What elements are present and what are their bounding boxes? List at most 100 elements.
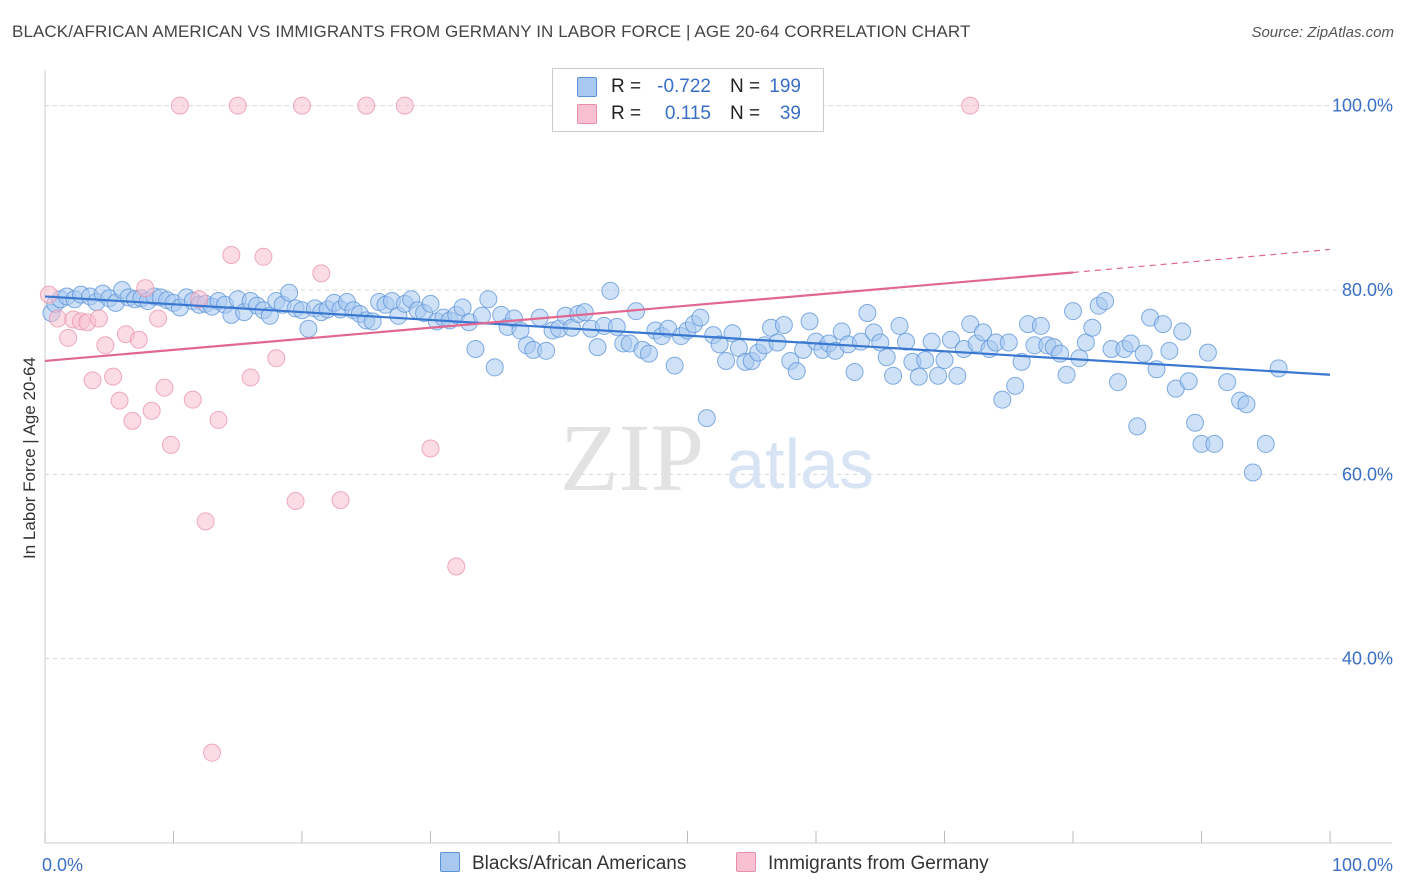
data-point	[1198, 343, 1217, 362]
y-tick-label: 60.0%	[1342, 464, 1393, 484]
data-point	[331, 491, 350, 510]
data-point	[639, 344, 658, 363]
data-point	[1096, 292, 1115, 311]
legend-label: Immigrants from Germany	[768, 853, 989, 874]
data-point	[1269, 359, 1288, 378]
data-point	[800, 312, 819, 331]
y-tick-label: 80.0%	[1342, 280, 1393, 300]
data-point	[1243, 463, 1262, 482]
data-point	[136, 279, 155, 298]
stats-row-blacks: R = -0.722 N = 199	[553, 73, 823, 99]
r-label: R =	[611, 103, 642, 124]
data-point	[1064, 302, 1082, 321]
data-point	[155, 378, 174, 397]
data-point	[1134, 344, 1153, 363]
data-point	[39, 285, 58, 304]
data-point	[1218, 373, 1237, 392]
data-point	[896, 332, 915, 351]
legend-label: Blacks/African Americans	[472, 853, 687, 874]
data-point	[948, 366, 967, 385]
data-point	[129, 330, 148, 349]
data-point	[48, 309, 67, 328]
data-point	[1012, 352, 1031, 371]
r-value: -0.722	[657, 76, 711, 97]
data-point	[665, 356, 684, 375]
n-value: 199	[769, 76, 801, 97]
data-point	[845, 363, 864, 382]
data-point	[280, 283, 299, 302]
data-point	[312, 264, 331, 283]
data-point	[1031, 316, 1050, 335]
r-label: R =	[611, 76, 642, 97]
trend-line-blacks	[44, 295, 1331, 376]
data-point	[717, 351, 736, 370]
n-value: 39	[779, 103, 801, 124]
data-point	[909, 367, 928, 386]
data-point	[929, 366, 948, 385]
data-point	[974, 323, 993, 342]
data-point	[1179, 372, 1198, 391]
data-point	[241, 368, 260, 387]
data-point	[299, 319, 318, 338]
data-point	[993, 390, 1012, 409]
data-point	[999, 333, 1018, 352]
data-point	[691, 308, 710, 327]
pink-swatch	[736, 852, 756, 872]
data-point	[161, 435, 180, 454]
data-point	[110, 391, 129, 410]
data-point	[922, 332, 941, 351]
data-point	[575, 303, 594, 322]
data-point	[961, 96, 980, 115]
data-point	[537, 341, 556, 360]
data-point	[203, 743, 222, 762]
data-point	[196, 512, 215, 531]
data-point	[190, 290, 209, 309]
tick-labels: 100.0% 80.0% 60.0% 40.0% 0.0% 100.0%	[42, 96, 1393, 875]
data-point	[1108, 373, 1127, 392]
y-tick-label: 40.0%	[1342, 649, 1393, 669]
data-point	[1173, 322, 1192, 341]
data-point	[787, 362, 806, 381]
y-tick-label: 100.0%	[1332, 96, 1393, 116]
stats-legend: R = -0.722 N = 199 R = 0.115 N = 39	[552, 68, 824, 132]
data-point	[395, 96, 414, 115]
data-point	[485, 358, 504, 377]
data-point	[877, 348, 896, 367]
data-point	[601, 281, 620, 300]
trend-lines	[44, 248, 1331, 376]
data-point	[710, 335, 729, 354]
data-point	[293, 96, 311, 115]
data-point	[142, 401, 161, 420]
data-point	[357, 96, 376, 115]
trend-line-germany-extension	[1072, 248, 1331, 274]
data-point	[466, 339, 485, 358]
data-point	[916, 351, 935, 370]
data-point	[1186, 413, 1205, 432]
data-point	[1121, 334, 1140, 353]
series-germany-points	[39, 96, 980, 762]
stats-row-germany: R = 0.115 N = 39	[553, 100, 823, 126]
data-point	[104, 367, 123, 386]
data-point	[1256, 434, 1275, 453]
data-point	[858, 304, 877, 323]
data-point	[222, 245, 241, 264]
blue-swatch	[577, 77, 597, 97]
legend-item-blacks[interactable]: Blacks/African Americans	[440, 852, 686, 875]
data-point	[961, 315, 980, 334]
legend-item-germany[interactable]: Immigrants from Germany	[736, 852, 989, 875]
data-point	[479, 290, 498, 309]
blue-swatch	[440, 852, 460, 872]
data-point	[286, 492, 305, 511]
data-point	[697, 409, 716, 428]
data-point	[83, 371, 102, 390]
data-point	[774, 316, 793, 335]
data-point	[59, 328, 78, 347]
data-point	[267, 349, 286, 368]
data-point	[1128, 417, 1147, 436]
data-point	[149, 309, 168, 328]
x-tick-label: 0.0%	[42, 855, 83, 875]
data-point	[209, 410, 228, 429]
x-tick-label: 100.0%	[1332, 855, 1393, 875]
data-point	[884, 366, 903, 385]
data-point	[170, 96, 189, 115]
